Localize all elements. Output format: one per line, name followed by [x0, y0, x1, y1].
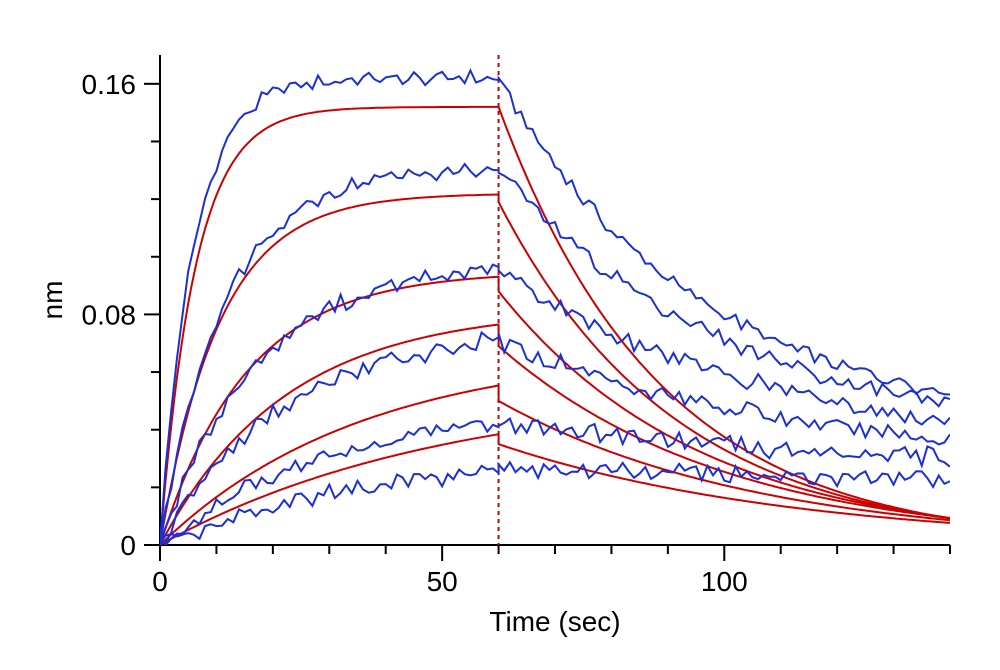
y-tick-label: 0	[120, 530, 136, 561]
sensorgram-chart: 0 50 100 Time (sec) 0 0.08 0.16 nm	[0, 0, 1000, 670]
y-tick-label: 0.08	[82, 299, 137, 330]
x-tick-label: 0	[152, 566, 168, 597]
y-tick-label: 0.16	[82, 69, 137, 100]
x-tick-label: 100	[701, 566, 748, 597]
x-tick-label: 50	[427, 566, 458, 597]
x-axis-label: Time (sec)	[489, 606, 620, 637]
y-axis-label: nm	[37, 281, 68, 320]
